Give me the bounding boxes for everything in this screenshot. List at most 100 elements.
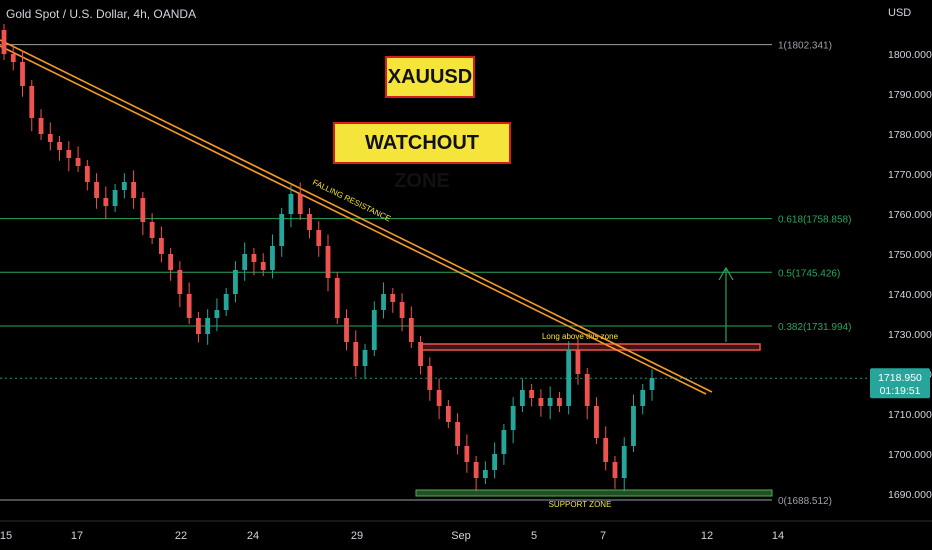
candle-body (279, 214, 285, 246)
candle-body (501, 430, 507, 454)
candles (0, 24, 868, 492)
x-tick-label: 15 (0, 530, 12, 542)
candle-body (38, 118, 44, 134)
candle-body (464, 446, 470, 462)
candle-body (649, 378, 655, 390)
candle-body (140, 198, 146, 222)
candle-body (223, 294, 229, 310)
candle-body (381, 294, 386, 310)
fib-levels: 1(1802.341) 0.618(1758.858) 0.5(1745.426) 0… (0, 41, 851, 507)
candle-body (621, 446, 627, 478)
candle-body (640, 390, 646, 406)
candle-body (75, 158, 81, 166)
long-zone-box (421, 343, 761, 351)
watchout-box: WATCHOUT ZONE (333, 122, 511, 192)
x-tick-label: Sep (451, 530, 471, 542)
candle-body (455, 422, 460, 446)
candle-body (408, 318, 414, 342)
candle-body (473, 462, 479, 478)
y-tick-label: 1740.000 (888, 289, 932, 301)
trendline-lower (0, 45, 707, 395)
candle-body (436, 390, 442, 406)
candle-body (29, 86, 35, 118)
price-axis: 1800.000 1790.000 1780.000 1770.000 1760.000… (870, 49, 932, 501)
candle-body (547, 398, 553, 406)
currency-label: USD (888, 7, 912, 19)
y-tick-label: 1700.000 (888, 449, 932, 461)
candle-body (168, 254, 174, 270)
x-tick-label: 22 (175, 530, 187, 542)
fib-label: 0.5(1745.426) (778, 268, 840, 279)
candle-body (186, 294, 192, 318)
x-tick-label: 24 (247, 530, 259, 542)
target-arrow-head (718, 266, 734, 281)
candle-body (612, 462, 618, 478)
candle-body (84, 166, 90, 182)
candle-body (594, 406, 599, 438)
candle-body (66, 150, 72, 158)
x-tick-label: 29 (351, 530, 363, 542)
candle-body (631, 406, 636, 446)
candle-body (94, 182, 99, 198)
candle-body (445, 406, 451, 422)
support-zone-label: SUPPORT ZONE (549, 500, 612, 509)
candle-body (57, 142, 62, 150)
fib-label: 0.618(1758.858) (778, 215, 851, 226)
candle-body (362, 350, 368, 366)
candle-body (158, 238, 164, 254)
candle-body (371, 310, 377, 350)
candle-body (270, 246, 275, 270)
chart-title: Gold Spot / U.S. Dollar, 4h, OANDA (6, 7, 197, 21)
x-tick-label: 5 (531, 530, 537, 542)
candle-body (20, 62, 25, 86)
y-tick-label: 1800.000 (888, 49, 932, 61)
x-tick-label: 14 (772, 530, 784, 542)
candle-body (103, 198, 109, 206)
candle-body (242, 254, 248, 270)
y-tick-label: 1790.000 (888, 89, 932, 101)
y-tick-label: 1750.000 (888, 249, 932, 261)
time-axis: 15 17 22 24 29 Sep 5 7 12 14 (0, 520, 932, 542)
candle-body (307, 214, 312, 230)
candle-body (214, 310, 220, 318)
y-tick-label: 1780.000 (888, 129, 932, 141)
candle-body (538, 398, 544, 406)
price-tag-value: 1718.950 (878, 372, 922, 384)
candle-body (1, 30, 7, 54)
symbol-box: XAUUSD (385, 56, 475, 98)
candle-body (112, 190, 118, 206)
candle-body (482, 470, 488, 478)
candle-body (427, 366, 433, 390)
candle-body (418, 342, 423, 366)
candle-body (233, 270, 238, 294)
y-tick-label: 1710.000 (888, 409, 932, 421)
candle-body (529, 390, 535, 398)
candle-body (399, 302, 405, 318)
candle-body (205, 318, 211, 334)
candle-body (510, 406, 516, 430)
support-zone-box (415, 489, 773, 497)
candle-body (344, 318, 349, 342)
candle-body (260, 262, 266, 270)
fib-label: 1(1802.341) (778, 41, 832, 52)
candle-body (251, 254, 257, 262)
candle-body (196, 318, 201, 334)
candle-body (557, 398, 562, 406)
candle-body (316, 230, 322, 246)
candle-body (334, 278, 340, 318)
candle-body (177, 270, 183, 294)
candle-body (149, 222, 155, 238)
long-zone-label: Long above this zone (542, 332, 619, 341)
x-tick-label: 17 (71, 530, 83, 542)
candle-body (390, 294, 396, 302)
candle-body (566, 350, 572, 406)
y-tick-label: 1690.000 (888, 489, 932, 501)
y-tick-label: 1760.000 (888, 209, 932, 221)
candle-body (584, 374, 590, 406)
candle-body (297, 194, 303, 214)
candle-body (603, 438, 609, 462)
price-tag (870, 368, 930, 399)
candle-body (10, 54, 16, 62)
x-tick-label: 7 (600, 530, 606, 542)
y-tick-label: 1730.000 (888, 329, 932, 341)
